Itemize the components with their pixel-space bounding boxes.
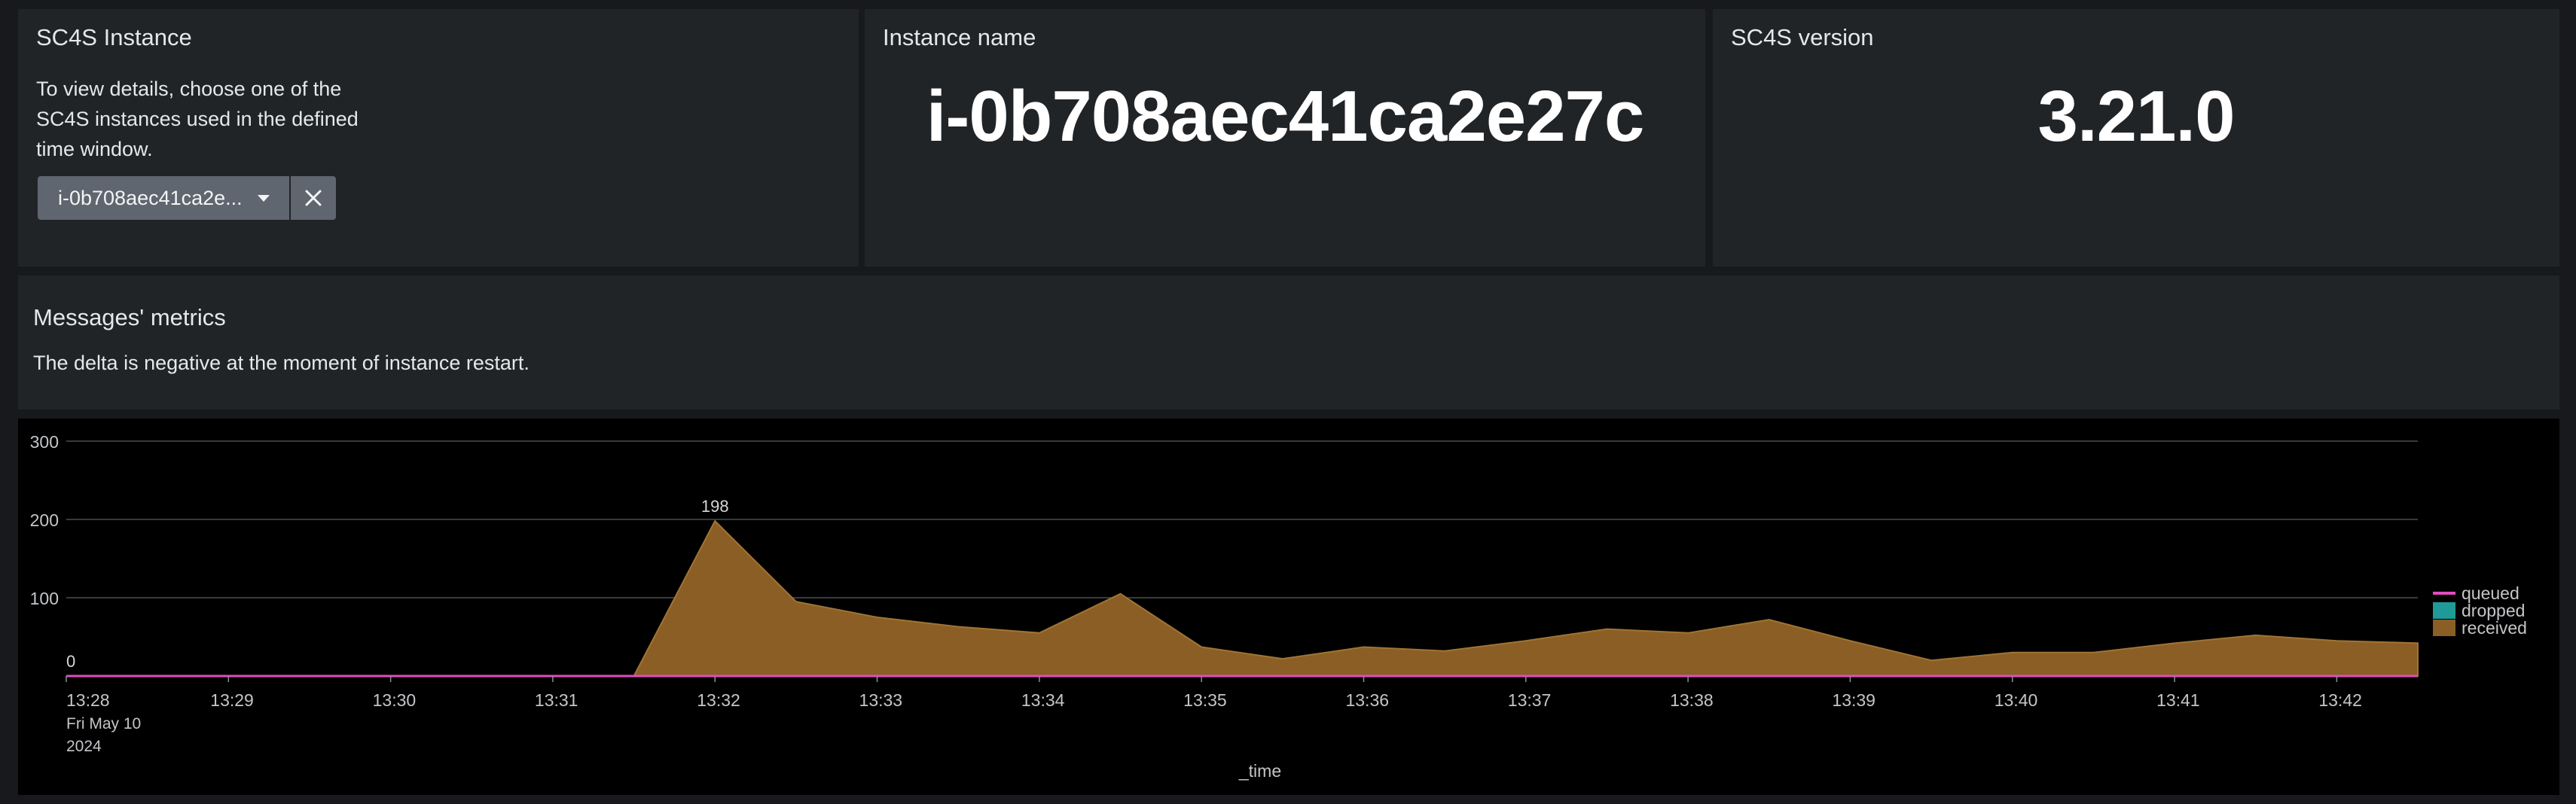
description-line-1: To view details, choose one of the [36, 78, 342, 100]
data-label-0: 0 [66, 652, 75, 671]
x-tick-label-13:34: 13:34 [1021, 690, 1065, 710]
instance-name-value: i-0b708aec41ca2e27c [926, 76, 1645, 157]
instance-panel: SC4S Instance To view details, choose on… [18, 9, 859, 266]
legend-label-received: received [2462, 618, 2527, 638]
instance-select-dropdown[interactable]: i-0b708aec41ca2e... [38, 176, 289, 220]
x-tick-label-13:39: 13:39 [1832, 690, 1876, 710]
x-tick-label-13:32: 13:32 [697, 690, 740, 710]
instance-panel-description: To view details, choose one of the SC4S … [36, 74, 359, 164]
legend-label-queued: queued [2462, 583, 2520, 603]
messages-area-chart[interactable]: 100 200 300 13:28 13:29 13:30 13:31 13:32 13:33 1… [18, 419, 2559, 795]
x-tick-label-13:37: 13:37 [1508, 690, 1552, 710]
description-line-3: time window. [36, 138, 153, 160]
x-tick-label-13:40: 13:40 [1995, 690, 2038, 710]
instance-panel-title: SC4S Instance [36, 24, 192, 50]
legend-label-dropped: dropped [2462, 601, 2525, 620]
metrics-description: The delta is negative at the moment of i… [33, 352, 530, 374]
y-tick-label-300: 300 [30, 432, 59, 452]
description-line-2: SC4S instances used in the defined [36, 108, 359, 130]
series-received-area[interactable] [66, 519, 2419, 677]
messages-chart-panel: 100 200 300 13:28 13:29 13:30 13:31 13:32 13:33 1… [18, 419, 2559, 795]
y-tick-label-200: 200 [30, 510, 59, 530]
instance-select-value: i-0b708aec41ca2e... [58, 186, 243, 209]
version-panel: SC4S version 3.21.0 [1713, 9, 2559, 266]
x-tick-label-13:41: 13:41 [2156, 690, 2200, 710]
y-tick-label-100: 100 [30, 589, 59, 608]
metrics-title: Messages' metrics [33, 304, 226, 330]
x-tick-label-13:29: 13:29 [210, 690, 254, 710]
data-label-198: 198 [701, 497, 729, 516]
metrics-panel: Messages' metrics The delta is negative … [18, 276, 2559, 410]
x-date-label-line-2: 2024 [66, 738, 102, 755]
legend-swatch-received [2433, 620, 2455, 636]
caret-down-icon [258, 195, 270, 202]
clear-selection-button[interactable] [291, 176, 336, 220]
x-tick-label-13:42: 13:42 [2318, 690, 2362, 710]
x-tick-label-13:28: 13:28 [66, 690, 110, 710]
x-date-label-line-1: Fri May 10 [66, 715, 141, 732]
x-axis-title: _time [1238, 761, 1281, 781]
version-title: SC4S version [1731, 24, 1874, 50]
x-tick-label-13:30: 13:30 [373, 690, 417, 710]
x-tick-label-13:36: 13:36 [1345, 690, 1389, 710]
close-icon [305, 190, 322, 206]
x-tick-label-13:38: 13:38 [1670, 690, 1714, 710]
x-tick-label-13:31: 13:31 [535, 690, 578, 710]
instance-name-title: Instance name [883, 24, 1036, 50]
version-value: 3.21.0 [2037, 76, 2236, 157]
legend-swatch-dropped [2433, 602, 2455, 619]
instance-name-panel: Instance name i-0b708aec41ca2e27c [865, 9, 1705, 266]
x-tick-label-13:33: 13:33 [859, 690, 903, 710]
x-tick-label-13:35: 13:35 [1183, 690, 1227, 710]
